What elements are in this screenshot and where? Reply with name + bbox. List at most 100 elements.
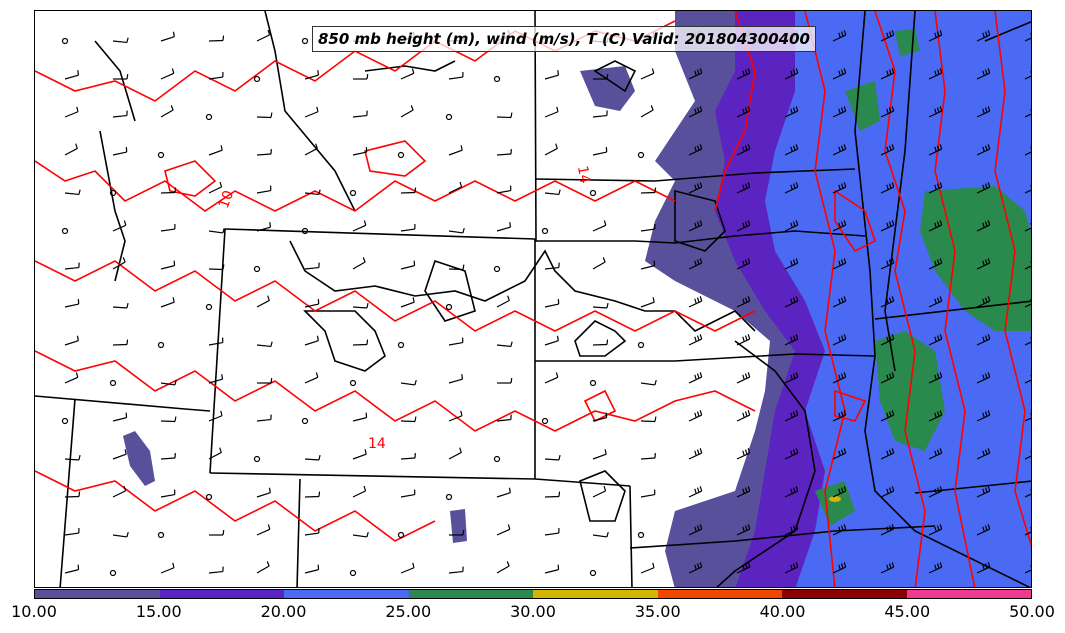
wind-barb (832, 258, 847, 270)
wind-barb (256, 341, 273, 348)
wind-barb (208, 72, 224, 80)
wind-barb (880, 372, 895, 384)
wind-barb (688, 220, 703, 232)
colorbar-tick-labels: 10.00 15.00 20.00 25.00 30.00 35.00 40.00 45.00… (0, 599, 1065, 633)
wind-barb (304, 372, 319, 384)
wind-barb (400, 68, 415, 80)
wind-barb (160, 187, 177, 194)
wind-barb (592, 257, 606, 270)
wind-barb (544, 143, 558, 156)
wind-barb (208, 566, 224, 574)
wind-barb (1024, 184, 1031, 194)
wind-barb (592, 147, 608, 156)
wind-barb (61, 227, 69, 235)
wind-barb (448, 410, 463, 422)
wind-barb (496, 487, 511, 498)
wind-barb (64, 143, 78, 156)
wind-barb (301, 227, 309, 235)
colorbar-segment-25-30 (408, 590, 533, 598)
wind-barb (880, 30, 895, 42)
wind-barb (496, 341, 513, 348)
wind-barb (448, 374, 464, 384)
wind-barb (352, 449, 367, 460)
wind-barb (64, 454, 81, 461)
wind-barb (688, 562, 703, 574)
wind-barb (109, 379, 117, 387)
wind-barb (976, 30, 991, 42)
wind-barb (784, 410, 799, 422)
wind-barb (832, 68, 847, 80)
wind-barb (928, 448, 943, 460)
wind-barb (928, 220, 943, 232)
wind-barb (928, 372, 943, 384)
colorbar-tick-label: 25.00 (385, 602, 432, 621)
wind-barb (205, 493, 213, 501)
wind-barb (880, 258, 895, 270)
wind-barb (109, 189, 117, 197)
wind-barb (353, 73, 369, 80)
wind-barb (688, 486, 703, 498)
wind-barb (112, 412, 128, 422)
wind-barb (1024, 32, 1031, 42)
wind-barb (304, 491, 321, 498)
wind-barb (448, 181, 463, 194)
colorbar-tick-label: 30.00 (510, 602, 556, 621)
wind-barb (784, 448, 799, 460)
wind-barb (352, 110, 368, 118)
wind-barb (493, 75, 501, 83)
wind-barb (352, 302, 369, 309)
wind-barb (160, 31, 175, 42)
wind-barb (256, 295, 270, 308)
wind-barb (400, 562, 415, 574)
wind-barb (880, 144, 895, 156)
wind-barb (112, 110, 128, 118)
wind-barb (112, 449, 127, 460)
wind-barb (976, 410, 991, 422)
wind-barb (400, 379, 417, 386)
wind-barb (256, 561, 270, 574)
wind-barb (688, 372, 703, 384)
wind-barb (976, 106, 991, 118)
wind-barb (688, 106, 703, 118)
wind-barb (784, 258, 799, 270)
wind-barb (1024, 222, 1031, 232)
wind-barb (544, 106, 559, 118)
wind-barb (208, 264, 225, 271)
wind-barb (448, 145, 463, 156)
wind-barb (496, 112, 513, 119)
wind-barb (112, 220, 127, 232)
wind-barb (637, 531, 645, 539)
wind-barb (208, 447, 222, 460)
wind-barb (976, 486, 991, 498)
wind-barb (352, 339, 369, 346)
wind-barb (784, 486, 799, 498)
wind-barb (592, 412, 608, 422)
state-boundaries (35, 11, 1031, 587)
wind-barb (64, 189, 81, 196)
colorbar-tick-label: 40.00 (759, 602, 806, 621)
wind-barb (448, 337, 464, 346)
wind-barb (832, 106, 847, 118)
wind-barb (592, 485, 607, 498)
wind-barb (208, 410, 223, 422)
wind-barb (544, 299, 560, 308)
wind-barb (64, 70, 80, 80)
wind-barb (544, 491, 561, 498)
wind-band-10-15-west-b (580, 66, 635, 111)
wind-barb (160, 416, 177, 423)
wind-barb (496, 524, 511, 536)
wind-barb (256, 29, 271, 42)
wind-barb (304, 528, 320, 536)
wind-barb (1024, 336, 1031, 346)
wind-barb (64, 491, 81, 498)
wind-band-10-15-west-c (450, 509, 467, 543)
wind-barb (1024, 488, 1031, 498)
wind-barb (736, 372, 751, 384)
wind-barb (160, 562, 175, 574)
wind-barb (736, 258, 751, 270)
wind-barb (976, 524, 991, 536)
wind-barb (497, 377, 513, 384)
wind-barb (640, 68, 655, 80)
wind-barb (976, 68, 991, 80)
wind-barb (160, 68, 175, 80)
